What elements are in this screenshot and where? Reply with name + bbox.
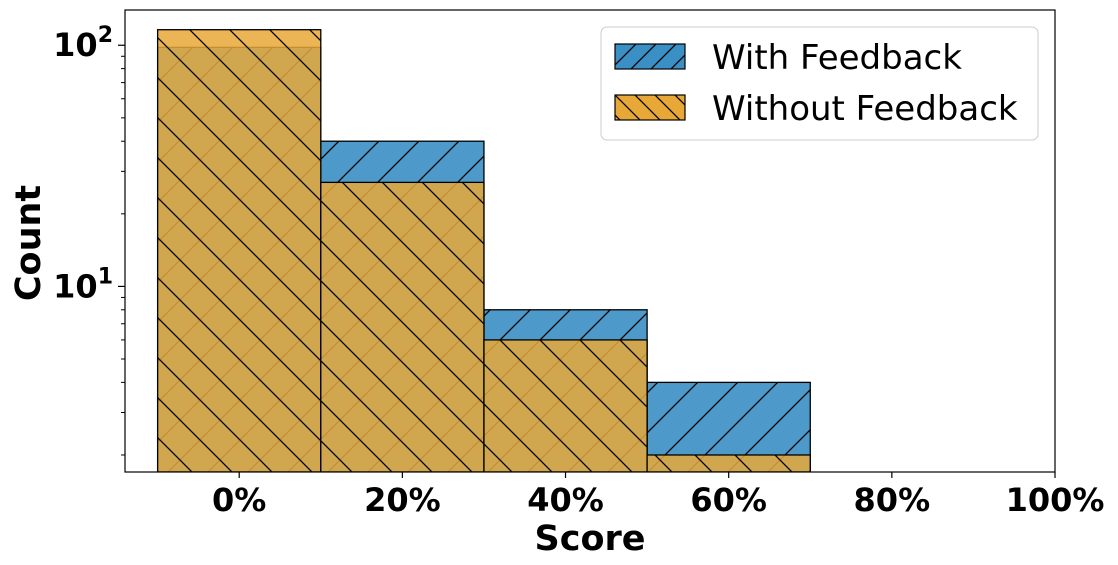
x-tick-label: 40%: [527, 481, 604, 519]
plot-frame: [124, 9, 1056, 473]
bar-hatch: [156, 29, 322, 472]
bar-hatch: [646, 454, 811, 472]
x-tick-label: 80%: [854, 481, 931, 519]
bar-without-feedback-3: [646, 454, 811, 472]
x-tick-label: 0%: [212, 481, 266, 519]
bar-hatch: [483, 339, 648, 472]
legend-label-without-feedback: Without Feedback: [712, 89, 1018, 129]
x-tick-label: 60%: [690, 481, 767, 519]
legend-label-with-feedback: With Feedback: [712, 38, 962, 78]
legend-swatch-hatch-with-feedback: [615, 44, 685, 69]
x-tick-label: 20%: [364, 481, 441, 519]
legend-swatch-hatch-without-feedback: [615, 95, 685, 120]
y-axis-title: Count: [9, 185, 49, 301]
y-tick-label: 102: [53, 23, 113, 64]
bar-without-feedback-2: [483, 339, 648, 472]
legend: With Feedback Without Feedback: [600, 26, 1039, 141]
bar-without-feedback-1: [320, 181, 485, 472]
y-tick-label: 101: [53, 264, 113, 305]
bars-layer: [156, 29, 811, 472]
legend-box: [600, 26, 1039, 141]
bar-hatch: [320, 181, 485, 472]
ticks-layer: 0% 20% 40% 60% 80% 100% 101 102: [53, 23, 1104, 519]
x-tick-label: 100%: [1006, 481, 1105, 519]
x-axis-title: Score: [535, 519, 646, 559]
legend-item-with-feedback: With Feedback: [614, 38, 962, 78]
bar-without-feedback-0: [156, 29, 322, 472]
legend-item-without-feedback: Without Feedback: [614, 89, 1018, 129]
